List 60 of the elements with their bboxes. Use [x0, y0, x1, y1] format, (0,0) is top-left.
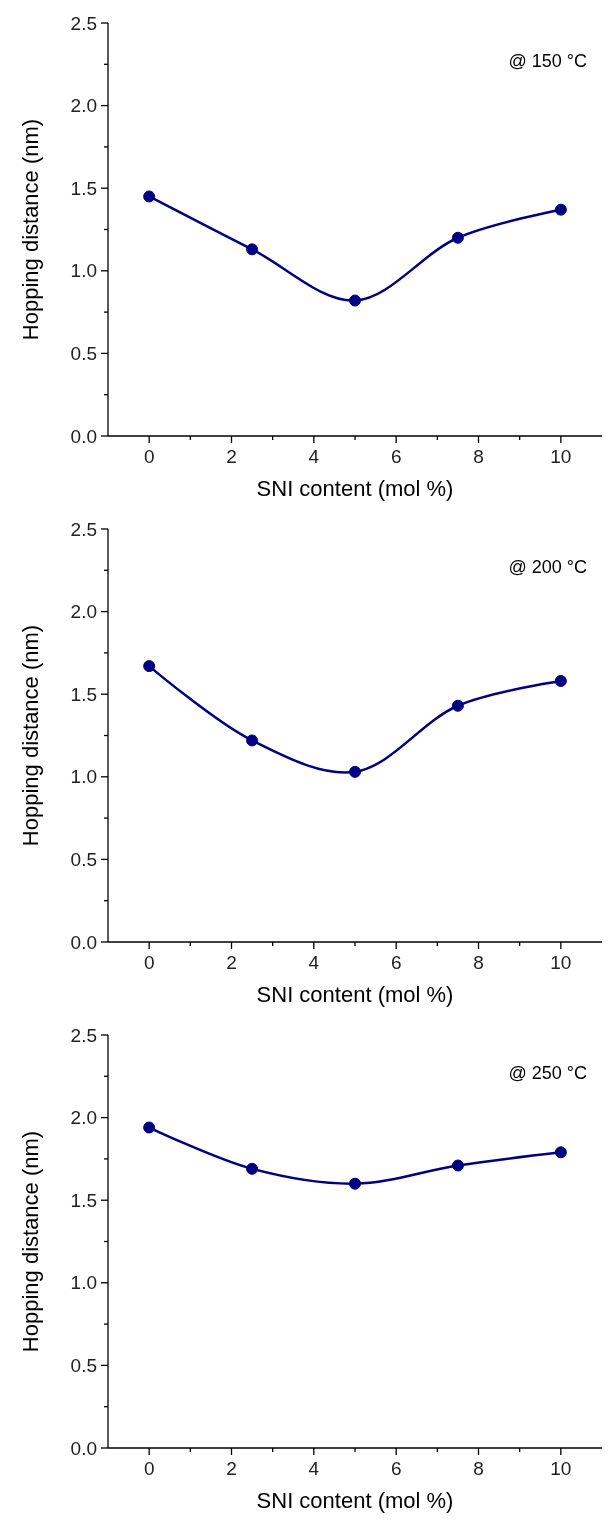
y-tick-label: 2.0 [70, 1107, 97, 1129]
y-tick-label: 2.5 [70, 518, 97, 540]
y-tick-label: 1.0 [70, 260, 97, 282]
annotation: @ 200 °C [508, 557, 587, 577]
y-axis-title: Hopping distance (nm) [18, 118, 43, 341]
y-tick-label: 1.0 [70, 766, 97, 788]
x-tick-label: 6 [390, 1458, 402, 1479]
y-axis-title: Hopping distance (nm) [18, 1130, 43, 1353]
y-tick-label: 1.0 [70, 1272, 97, 1294]
y-tick-label: 2.5 [70, 12, 97, 34]
point [349, 294, 361, 307]
y-tick-label: 1.5 [70, 683, 97, 705]
y-tick-label: 0.5 [70, 1355, 97, 1377]
y-tick-label: 0.0 [70, 1437, 97, 1459]
x-tick-label: 8 [473, 1458, 484, 1479]
x-tick-label: 4 [308, 952, 320, 973]
x-tick-label: 6 [390, 446, 402, 467]
y-tick-label: 0.5 [70, 343, 97, 365]
point [554, 203, 567, 216]
annotation: @ 250 °C [508, 1063, 587, 1083]
point [451, 231, 464, 244]
annotation: @ 150 °C [508, 51, 587, 71]
x-tick-label: 2 [226, 1458, 237, 1479]
y-axis-title: Hopping distance (nm) [18, 624, 43, 847]
x-tick-label: 10 [550, 446, 572, 467]
x-tick-label: 2 [226, 952, 237, 973]
y-tick-label: 0.0 [70, 931, 97, 953]
y-tick-label: 2.5 [70, 1024, 97, 1046]
point [246, 734, 259, 747]
y-tick-label: 2.0 [70, 95, 97, 117]
y-tick-label: 2.0 [70, 601, 97, 623]
x-tick-label: 8 [473, 952, 484, 973]
x-tick-label: 4 [308, 446, 320, 467]
point [451, 1159, 464, 1172]
x-tick-label: 2 [226, 446, 237, 467]
x-tick-label: 6 [390, 952, 402, 973]
x-tick-label: 10 [550, 952, 572, 973]
point [246, 243, 259, 256]
x-tick-label: 4 [308, 1458, 320, 1479]
point [349, 1177, 361, 1190]
y-tick-label: 1.5 [70, 177, 97, 199]
y-tick-label: 1.5 [70, 1189, 97, 1211]
point [554, 1146, 567, 1159]
x-tick-label: 8 [473, 446, 484, 467]
x-axis-title: SNI content (mol %) [256, 476, 454, 501]
x-tick-label: 10 [550, 1458, 572, 1479]
x-axis-title: SNI content (mol %) [256, 1488, 454, 1513]
point [451, 699, 464, 712]
point [143, 190, 156, 203]
point [246, 1162, 259, 1175]
point [554, 674, 567, 687]
point [349, 765, 361, 778]
x-tick-label: 0 [143, 1458, 155, 1479]
y-tick-label: 0.5 [70, 849, 97, 871]
x-tick-label: 0 [143, 446, 155, 467]
point [143, 660, 156, 673]
point [143, 1121, 156, 1134]
x-axis-title: SNI content (mol %) [256, 982, 454, 1007]
x-tick-label: 0 [143, 952, 155, 973]
y-tick-label: 0.0 [70, 425, 97, 447]
